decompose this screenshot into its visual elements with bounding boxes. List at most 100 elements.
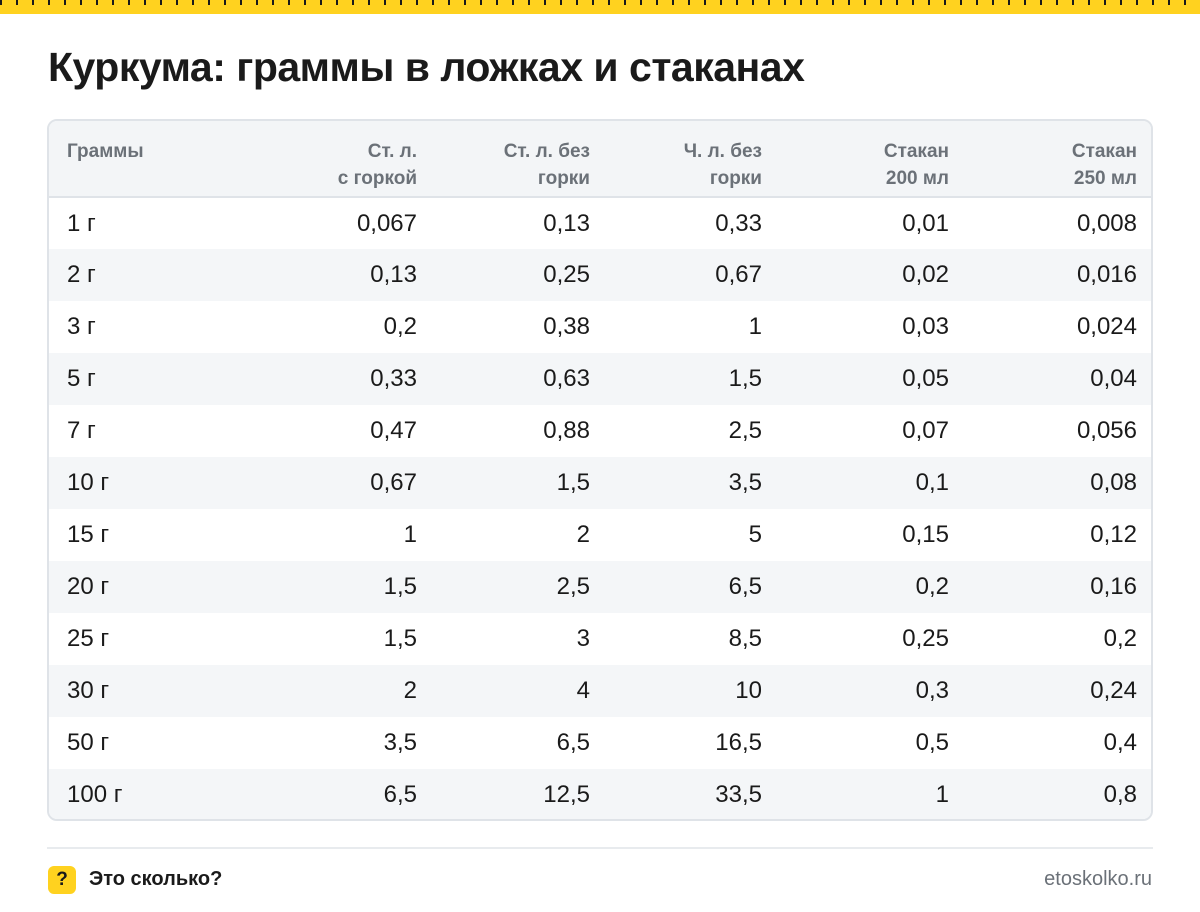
grams-cell: 3 г [67,313,96,340]
value-cell: 0,1 [915,469,949,496]
value-cell: 0,3 [915,677,949,704]
value-cell: 0,67 [370,469,417,496]
table-row: 2 г 0,13 0,25 0,67 0,02 0,016 [49,249,1151,301]
table-row: 30 г 2 4 10 0,3 0,24 [49,665,1151,717]
value-cell: 3,5 [383,729,417,756]
grams-cell: 20 г [67,573,110,600]
column-header-line: Стакан [883,141,949,162]
value-cell: 0,33 [715,209,762,237]
value-cell: 3,5 [728,469,762,496]
column-header-line: горки [709,168,762,189]
value-cell: 3 [576,625,590,652]
value-cell: 2 [576,521,590,548]
table-header: Граммы Ст. л. с горкой Ст. л. без горки Ч. л.… [49,121,1151,197]
value-cell: 5 [748,521,762,548]
value-cell: 2,5 [556,573,590,600]
footer-brand: Это сколько? [89,868,223,890]
value-cell: 0,04 [1090,365,1137,392]
value-cell: 0,07 [902,417,949,444]
value-cell: 0,63 [543,365,590,392]
column-header-line: Ст. л. без [503,141,590,162]
value-cell: 0,15 [902,521,949,548]
value-cell: 6,5 [556,729,590,756]
column-header-line: Граммы [67,141,144,162]
value-cell: 1,5 [383,573,417,600]
column-header-line: 250 мл [1073,168,1137,189]
value-cell: 16,5 [715,729,762,756]
value-cell: 1 [403,521,417,548]
value-cell: 0,33 [370,365,417,392]
value-cell: 0,2 [383,313,417,340]
value-cell: 6,5 [728,573,762,600]
column-header-4: Стакан 200 мл [762,121,949,197]
grams-cell: 100 г [67,781,123,808]
table-body: 1 г 0,067 0,13 0,33 0,01 0,008 2 г 0,13 0,25 0,67… [49,197,1151,819]
value-cell: 0,5 [915,729,949,756]
column-header-2: Ст. л. без горки [417,121,590,197]
table-row: 3 г 0,2 0,38 1 0,03 0,024 [49,301,1151,353]
value-cell: 0,13 [543,209,590,237]
grams-cell: 50 г [67,729,110,756]
column-header-line: горки [537,168,590,189]
table-row: 20 г 1,5 2,5 6,5 0,2 0,16 [49,561,1151,613]
grams-cell: 7 г [67,417,96,444]
column-header-line: Стакан [1071,141,1137,162]
value-cell: 0,16 [1090,573,1137,600]
table-row: 1 г 0,067 0,13 0,33 0,01 0,008 [49,197,1151,249]
value-cell: 12,5 [543,781,590,808]
value-cell: 0,38 [543,313,590,340]
column-header-3: Ч. л. без горки [590,121,762,197]
footer-divider [47,847,1153,849]
grams-cell: 10 г [67,469,110,496]
table-row: 15 г 1 2 5 0,15 0,12 [49,509,1151,561]
value-cell: 1,5 [728,365,762,392]
table-row: 5 г 0,33 0,63 1,5 0,05 0,04 [49,353,1151,405]
column-header-line: 200 мл [885,168,949,189]
value-cell: 0,47 [370,417,417,444]
value-cell: 1,5 [383,625,417,652]
value-cell: 0,2 [915,573,949,600]
value-cell: 0,05 [902,365,949,392]
value-cell: 2,5 [728,417,762,444]
page-title: Куркума: граммы в ложках и стаканах [48,44,805,90]
conversion-table-card: Граммы Ст. л. с горкой Ст. л. без горки Ч. л.… [47,119,1153,821]
value-cell: 0,12 [1090,521,1137,548]
grams-cell: 2 г [67,261,96,288]
table-row: 100 г 6,5 12,5 33,5 1 0,8 [49,769,1151,819]
value-cell: 2 [403,677,417,704]
value-cell: 0,024 [1076,313,1137,340]
grams-cell: 5 г [67,365,96,392]
column-header-0: Граммы [49,121,252,197]
value-cell: 0,24 [1090,677,1137,704]
value-cell: 1 [935,781,949,808]
grams-cell: 25 г [67,625,110,652]
value-cell: 33,5 [715,781,762,808]
table-row: 25 г 1,5 3 8,5 0,25 0,2 [49,613,1151,665]
column-header-line: с горкой [337,168,417,189]
table-row: 10 г 0,67 1,5 3,5 0,1 0,08 [49,457,1151,509]
grams-cell: 1 г [67,209,96,237]
column-header-line: Ч. л. без [683,141,762,162]
value-cell: 0,4 [1103,729,1137,756]
conversion-table: Граммы Ст. л. с горкой Ст. л. без горки Ч. л.… [49,121,1151,819]
value-cell: 1,5 [556,469,590,496]
value-cell: 8,5 [728,625,762,652]
table-header-row: Граммы Ст. л. с горкой Ст. л. без горки Ч. л.… [49,121,1151,197]
value-cell: 1 [748,313,762,340]
value-cell: 0,8 [1103,781,1137,808]
value-cell: 0,25 [543,261,590,288]
value-cell: 0,88 [543,417,590,444]
value-cell: 0,067 [356,209,417,237]
value-cell: 0,03 [902,313,949,340]
value-cell: 0,02 [902,261,949,288]
grams-cell: 15 г [67,521,110,548]
value-cell: 0,25 [902,625,949,652]
value-cell: 0,056 [1076,417,1137,444]
value-cell: 0,13 [370,261,417,288]
value-cell: 0,008 [1076,209,1137,237]
column-header-5: Стакан 250 мл [949,121,1151,197]
footer-site-link[interactable]: etoskolko.ru [1044,868,1152,890]
table-row: 50 г 3,5 6,5 16,5 0,5 0,4 [49,717,1151,769]
grams-cell: 30 г [67,677,110,704]
value-cell: 0,08 [1090,469,1137,496]
